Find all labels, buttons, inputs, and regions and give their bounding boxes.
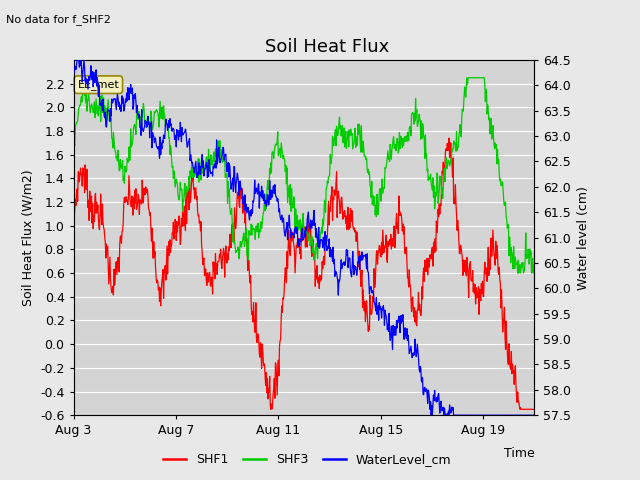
Text: EE_met: EE_met (77, 79, 119, 90)
Y-axis label: Water level (cm): Water level (cm) (577, 186, 590, 289)
Text: No data for f_SHF2: No data for f_SHF2 (6, 14, 111, 25)
Y-axis label: Soil Heat Flux (W/m2): Soil Heat Flux (W/m2) (22, 169, 35, 306)
Text: Time: Time (504, 447, 534, 460)
Legend: SHF1, SHF3, WaterLevel_cm: SHF1, SHF3, WaterLevel_cm (158, 448, 456, 471)
Title: Soil Heat Flux: Soil Heat Flux (265, 37, 389, 56)
